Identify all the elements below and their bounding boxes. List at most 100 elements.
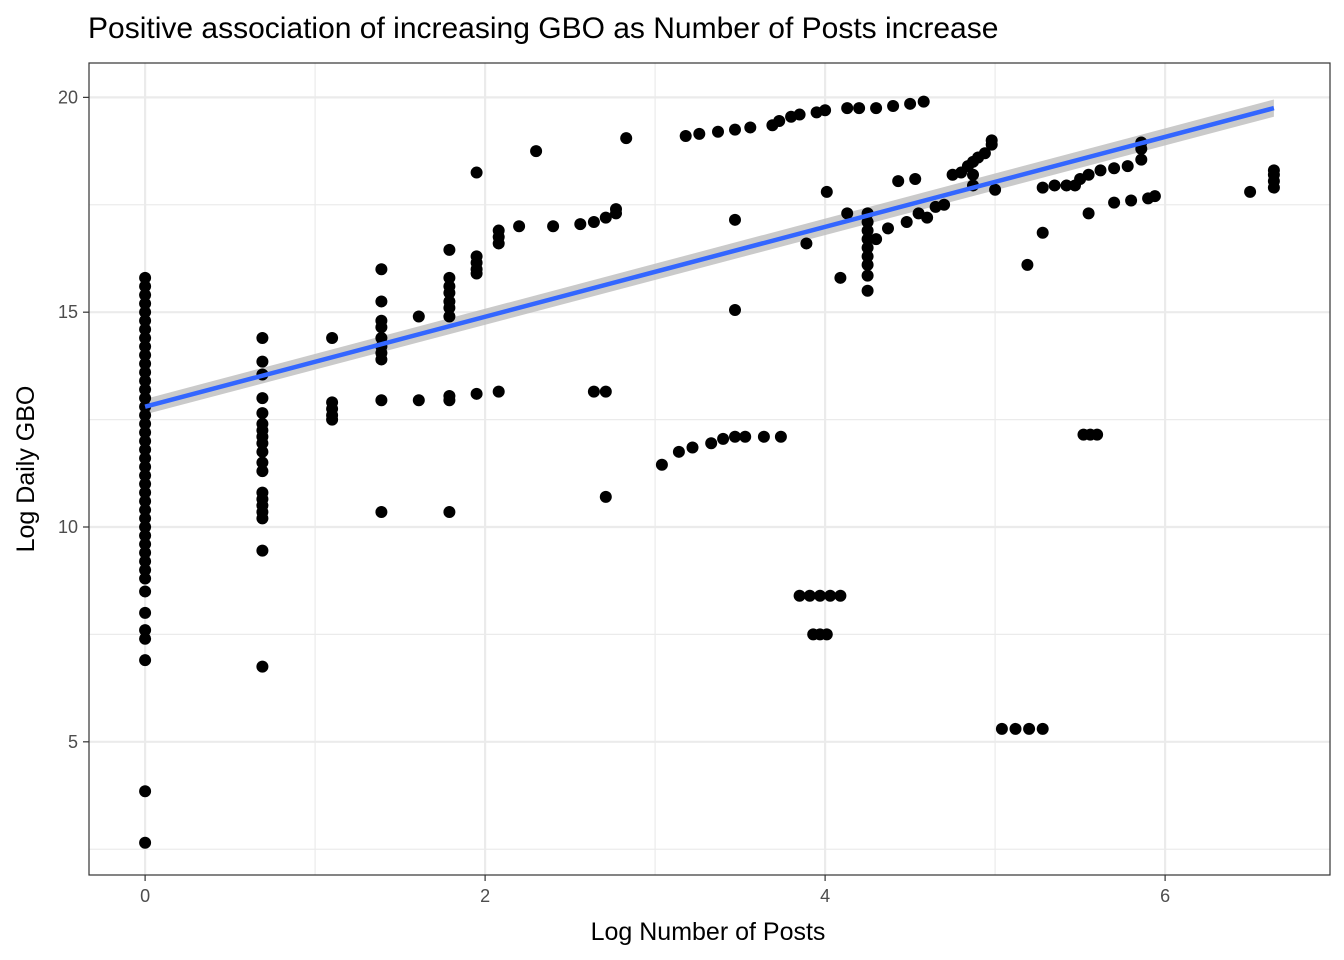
data-point <box>256 512 269 525</box>
data-point <box>978 147 991 160</box>
data-point <box>443 505 456 518</box>
data-point <box>139 606 152 619</box>
data-point <box>139 572 152 585</box>
data-point <box>729 304 741 317</box>
data-point <box>530 145 543 158</box>
x-tick-label: 6 <box>1160 886 1170 906</box>
y-tick-label: 5 <box>68 732 78 752</box>
data-point <box>599 490 612 503</box>
data-point <box>853 102 866 115</box>
data-points <box>139 95 1280 849</box>
data-point <box>1091 428 1104 441</box>
data-point <box>256 355 269 368</box>
data-point <box>139 503 152 516</box>
data-point <box>492 385 505 398</box>
data-point <box>139 521 152 533</box>
data-point <box>412 310 425 323</box>
data-point <box>1060 179 1073 192</box>
data-point <box>705 437 718 450</box>
data-point <box>139 383 152 396</box>
data-point <box>803 589 816 602</box>
data-point <box>139 486 152 499</box>
data-point <box>820 185 833 198</box>
data-point <box>139 512 152 525</box>
data-point <box>887 99 900 112</box>
data-point <box>139 323 152 336</box>
data-point <box>139 546 152 559</box>
data-point <box>800 237 813 250</box>
data-point <box>256 407 269 420</box>
data-point <box>1036 226 1049 239</box>
data-point <box>938 198 951 211</box>
data-point <box>1108 196 1121 209</box>
data-point <box>139 478 152 491</box>
data-point <box>139 280 152 293</box>
data-point <box>904 97 917 110</box>
fit-line <box>144 105 1275 409</box>
data-point <box>326 331 339 344</box>
data-point <box>989 183 1002 196</box>
data-point <box>610 203 622 216</box>
data-point <box>985 134 998 147</box>
data-point <box>547 220 560 233</box>
data-point <box>1021 258 1034 271</box>
data-point <box>774 430 787 443</box>
data-point <box>1082 168 1095 181</box>
data-point <box>672 445 685 458</box>
data-point <box>1121 160 1134 173</box>
data-point <box>841 207 854 220</box>
data-point <box>861 233 874 246</box>
data-point <box>917 95 930 108</box>
data-point <box>744 121 757 134</box>
data-point <box>139 357 152 370</box>
data-point <box>412 394 425 407</box>
data-point <box>1267 164 1280 177</box>
data-point <box>995 722 1008 735</box>
data-point <box>256 465 269 478</box>
x-tick-label: 0 <box>140 886 150 906</box>
data-point <box>139 624 152 637</box>
data-point <box>492 237 505 250</box>
data-point <box>861 215 874 228</box>
data-point <box>139 306 152 319</box>
data-point <box>139 538 152 551</box>
data-point <box>375 331 388 344</box>
y-axis-title: Log Daily GBO <box>12 386 40 553</box>
data-point <box>729 430 741 443</box>
data-point <box>139 435 152 448</box>
x-tick-label: 2 <box>480 886 490 906</box>
data-point <box>620 132 633 145</box>
data-point <box>139 409 152 422</box>
data-point <box>686 441 699 454</box>
data-point <box>587 215 600 228</box>
data-point <box>139 632 152 645</box>
data-point <box>256 331 269 344</box>
data-point <box>599 211 612 224</box>
data-point <box>443 286 456 299</box>
data-point <box>729 123 741 136</box>
data-point <box>443 301 456 314</box>
data-point <box>861 241 874 254</box>
data-point <box>139 563 152 576</box>
data-point <box>1148 190 1161 203</box>
data-point <box>861 269 874 282</box>
data-point <box>1023 722 1036 735</box>
data-point <box>870 233 883 246</box>
data-point <box>139 314 152 327</box>
panel-border <box>88 62 1331 876</box>
data-point <box>909 173 922 185</box>
x-axis-title: Log Number of Posts <box>591 918 826 946</box>
data-point <box>139 289 152 301</box>
chart-title: Positive association of increasing GBO a… <box>88 12 998 45</box>
data-point <box>599 385 612 398</box>
data-point <box>139 460 152 473</box>
data-point <box>256 445 269 458</box>
data-point <box>139 374 152 387</box>
data-point <box>1036 181 1049 194</box>
y-tick-label: 15 <box>58 302 78 322</box>
data-point <box>1082 207 1095 220</box>
data-point <box>729 213 741 226</box>
x-tick-label: 4 <box>820 886 830 906</box>
data-point <box>256 437 269 450</box>
